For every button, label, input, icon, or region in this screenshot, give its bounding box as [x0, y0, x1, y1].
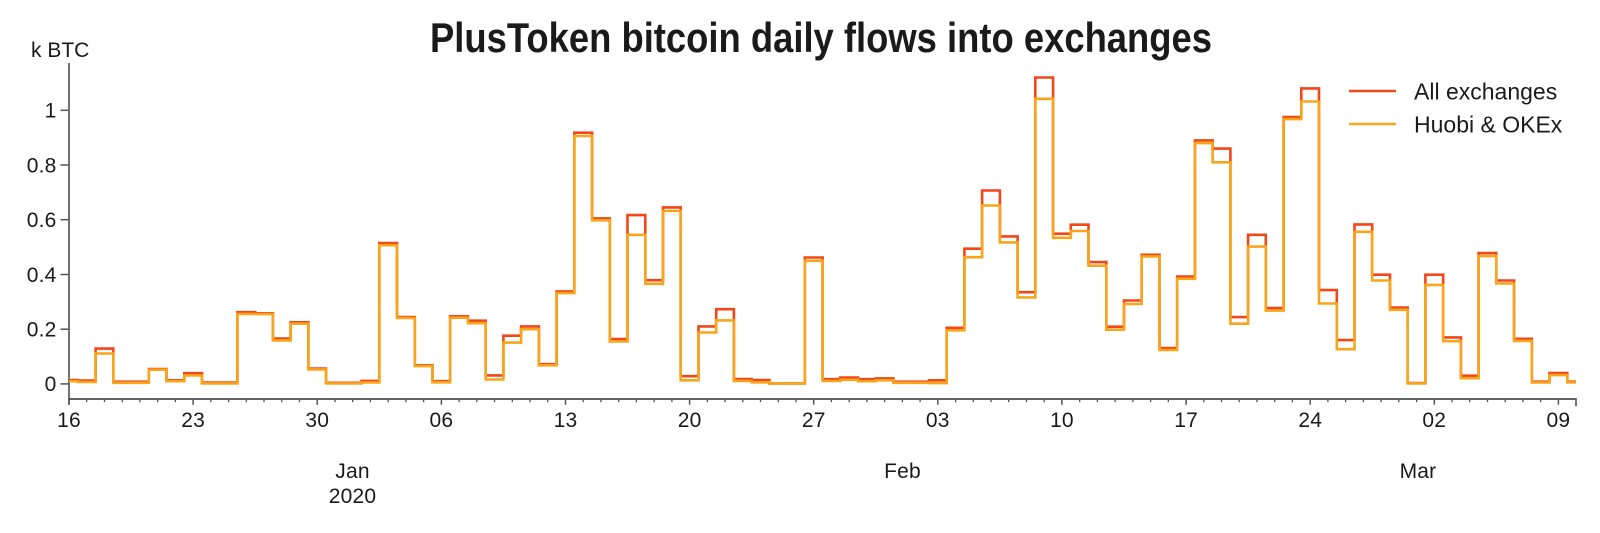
- svg-text:02: 02: [1422, 409, 1446, 432]
- svg-text:Mar: Mar: [1400, 460, 1437, 483]
- svg-text:10: 10: [1050, 409, 1074, 432]
- svg-text:09: 09: [1547, 409, 1571, 432]
- svg-text:All exchanges: All exchanges: [1414, 79, 1557, 105]
- svg-text:13: 13: [554, 409, 578, 432]
- svg-text:27: 27: [802, 409, 826, 432]
- svg-text:20: 20: [678, 409, 702, 432]
- svg-text:2020: 2020: [329, 485, 377, 508]
- svg-text:Feb: Feb: [884, 460, 921, 483]
- svg-text:0.6: 0.6: [27, 209, 57, 232]
- svg-text:23: 23: [181, 409, 205, 432]
- svg-text:03: 03: [926, 409, 950, 432]
- svg-text:PlusToken bitcoin daily flows: PlusToken bitcoin daily flows into excha…: [430, 14, 1212, 61]
- svg-text:30: 30: [305, 409, 329, 432]
- svg-text:16: 16: [57, 409, 81, 432]
- svg-text:06: 06: [430, 409, 454, 432]
- svg-text:Huobi & OKEx: Huobi & OKEx: [1414, 112, 1563, 138]
- svg-text:24: 24: [1298, 409, 1322, 432]
- svg-text:Jan: Jan: [335, 460, 369, 483]
- svg-text:17: 17: [1174, 409, 1198, 432]
- svg-text:0: 0: [45, 373, 57, 396]
- svg-text:0.2: 0.2: [27, 319, 57, 342]
- svg-text:0.8: 0.8: [27, 154, 57, 177]
- svg-text:1: 1: [45, 100, 57, 123]
- svg-text:k BTC: k BTC: [31, 39, 89, 62]
- svg-text:0.4: 0.4: [27, 264, 57, 287]
